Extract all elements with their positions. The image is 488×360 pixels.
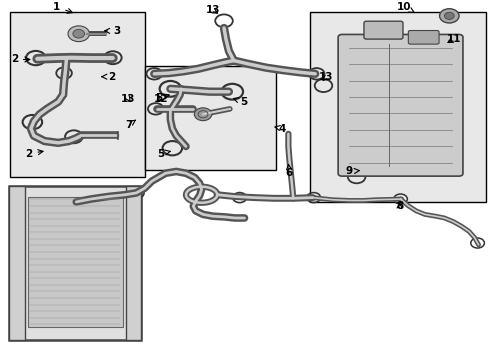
Text: 12: 12 <box>153 94 167 104</box>
Text: 2: 2 <box>102 72 115 82</box>
Text: 5: 5 <box>157 149 170 159</box>
Text: 6: 6 <box>285 165 292 178</box>
Text: 9: 9 <box>345 166 359 176</box>
Bar <box>125 186 141 339</box>
FancyBboxPatch shape <box>337 35 462 176</box>
FancyBboxPatch shape <box>407 31 438 44</box>
Text: 4: 4 <box>274 123 285 134</box>
Text: 1: 1 <box>53 2 72 13</box>
Text: 13: 13 <box>121 94 136 104</box>
Circle shape <box>444 12 453 19</box>
Bar <box>9 186 25 339</box>
Bar <box>310 12 485 202</box>
Text: 7: 7 <box>124 120 135 130</box>
Circle shape <box>73 30 84 38</box>
Text: 3: 3 <box>104 26 120 36</box>
Text: 5: 5 <box>155 93 169 103</box>
Text: 13: 13 <box>205 5 220 15</box>
Bar <box>10 12 144 177</box>
Bar <box>28 197 122 327</box>
Bar <box>144 66 276 170</box>
Text: 8: 8 <box>395 201 403 211</box>
Text: 2: 2 <box>11 54 30 64</box>
Circle shape <box>439 9 458 23</box>
Text: 13: 13 <box>319 72 333 82</box>
FancyBboxPatch shape <box>363 21 402 39</box>
Circle shape <box>68 26 89 42</box>
Text: 5: 5 <box>233 97 246 107</box>
Circle shape <box>194 108 211 121</box>
Text: 2: 2 <box>25 149 43 159</box>
Bar <box>9 186 141 339</box>
Text: 11: 11 <box>446 34 461 44</box>
Text: 10: 10 <box>396 2 414 13</box>
